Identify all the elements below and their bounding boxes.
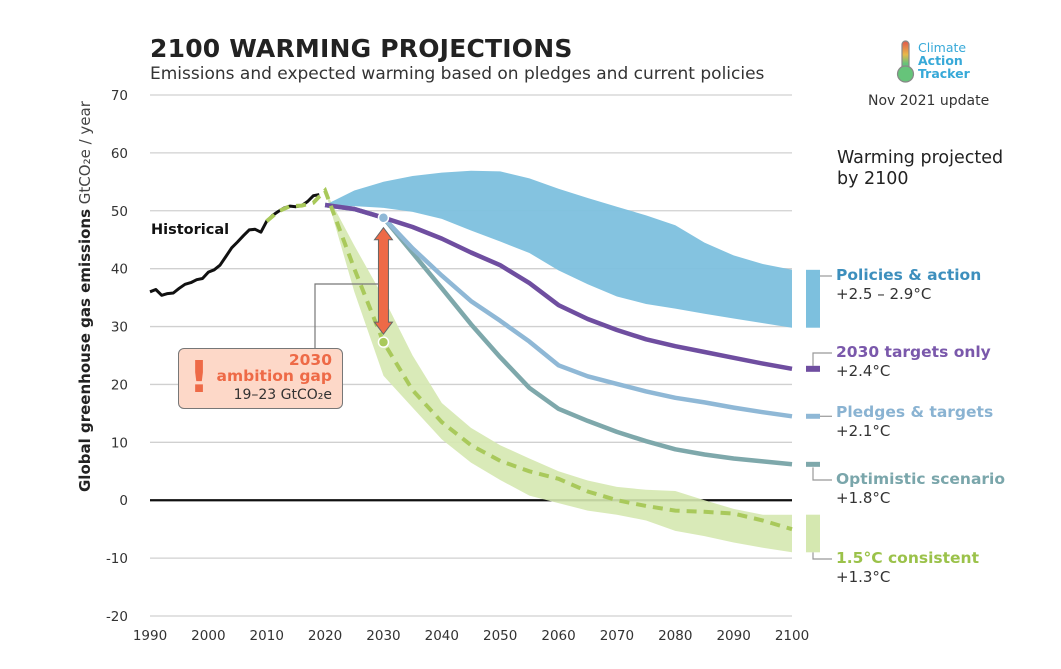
- exclamation-icon: !: [189, 352, 210, 403]
- x-tick-label: 2010: [250, 628, 284, 644]
- gap-title: ambition gap: [216, 367, 332, 385]
- x-tick-label: 1990: [133, 628, 167, 644]
- legend-warming: +1.8°C: [836, 489, 891, 507]
- legend-warming: +1.3°C: [836, 568, 891, 586]
- y-tick-label: -20: [106, 609, 128, 625]
- chart-subtitle: Emissions and expected warming based on …: [150, 64, 765, 84]
- y-tick-label: 60: [111, 146, 128, 162]
- x-tick-label: 2070: [600, 628, 634, 644]
- y-axis-label-text: Global greenhouse gas emissions: [76, 209, 94, 492]
- legend-name: Optimistic scenario: [836, 470, 1006, 488]
- scenario-lines: [149, 186, 793, 532]
- y-tick-label: 20: [111, 377, 128, 393]
- legend-name: Policies & action: [836, 266, 982, 284]
- y-tick-label: 50: [111, 204, 128, 220]
- thermometer-icon: [896, 40, 915, 83]
- historical-label: Historical: [151, 222, 230, 238]
- line-historical: [149, 193, 320, 297]
- legend-connector: [812, 467, 832, 481]
- warming-projected-heading: Warming projected by 2100: [837, 148, 1003, 190]
- band-policies-action: [325, 170, 792, 328]
- x-tick-label: 2060: [541, 628, 575, 644]
- legend-name: 1.5°C consistent: [836, 549, 979, 567]
- logo-word-tracker: Tracker: [918, 66, 970, 81]
- gap-callout-connector: [314, 283, 379, 348]
- y-axis-label: Global greenhouse gas emissions GtCO₂e /…: [76, 101, 94, 492]
- y-tick-label: -10: [106, 551, 128, 567]
- y-tick-label: 0: [119, 493, 128, 509]
- gap-bottom-point: [377, 336, 390, 348]
- y-tick-label: 30: [111, 320, 128, 336]
- update-date: Nov 2021 update: [868, 93, 990, 109]
- legend-name: Pledges & targets: [836, 403, 994, 421]
- x-tick-label: 2030: [366, 628, 400, 644]
- warming-heading-line-1: Warming projected: [837, 148, 1004, 168]
- warming-heading-line-2: by 2100: [837, 169, 909, 189]
- ambition-gap-arrow: [373, 226, 394, 336]
- legend-1-5c-consistent: 1.5°C consistent +1.3°C: [836, 549, 979, 587]
- legend-policies-action: Policies & action +2.5 – 2.9°C: [836, 266, 981, 304]
- legend-optimistic-scenario: Optimistic scenario +1.8°C: [836, 470, 1005, 508]
- marker-1-5c-consistent: [806, 514, 820, 553]
- logo-word-climate: Climate: [918, 40, 967, 55]
- x-tick-label: 2080: [658, 628, 692, 644]
- legend-connector: [812, 352, 832, 366]
- legend-pledges-targets: Pledges & targets +2.1°C: [836, 403, 993, 441]
- end-markers: [806, 269, 832, 560]
- y-tick-label: 10: [111, 435, 128, 451]
- legend-connector: [812, 552, 832, 560]
- x-tick-label: 2040: [425, 628, 459, 644]
- x-tick-label: 2090: [716, 628, 750, 644]
- y-axis-unit: GtCO₂e / year: [76, 101, 94, 205]
- legend-warming: +2.4°C: [836, 362, 891, 380]
- x-tick-label: 2020: [308, 628, 342, 644]
- line-1-5c-consistent: [265, 186, 793, 532]
- marker-policies-action: [806, 269, 820, 328]
- gap-top-point: [377, 211, 390, 224]
- chart-title: 2100 WARMING PROJECTIONS: [150, 34, 573, 63]
- y-tick-label: 40: [111, 262, 128, 278]
- legend-warming: +2.5 – 2.9°C: [836, 285, 932, 303]
- line-2030-targets-only: [324, 202, 793, 372]
- annotations: [314, 211, 394, 348]
- gap-year: 2030: [288, 351, 332, 369]
- gap-value: 19–23 GtCO₂e: [233, 387, 332, 403]
- x-tick-label: 2100: [775, 628, 809, 644]
- x-tick-label: 2000: [191, 628, 225, 644]
- climate-action-tracker-logo: Climate Action Tracker: [896, 40, 1006, 84]
- y-tick-labels: -20 -10 0 10 20 30 40 50 60 70: [106, 88, 128, 625]
- logo-word-action: Action: [918, 53, 963, 68]
- marker-2030-targets-only: [806, 365, 820, 372]
- marker-pledges-targets: [806, 413, 820, 419]
- x-tick-labels: 1990 2000 2010 2020 2030 2040 2050 2060 2070 2080…: [133, 628, 809, 644]
- y-tick-label: 70: [111, 88, 128, 104]
- ambition-gap-callout: ! 2030 ambition gap 19–23 GtCO₂e: [178, 348, 343, 409]
- legend-2030-targets-only: 2030 targets only +2.4°C: [836, 343, 991, 381]
- legend-warming: +2.1°C: [836, 422, 891, 440]
- x-tick-label: 2050: [483, 628, 517, 644]
- legend-name: 2030 targets only: [836, 343, 991, 361]
- marker-optimistic-scenario: [806, 461, 820, 467]
- line-pledges-targets: [324, 202, 793, 419]
